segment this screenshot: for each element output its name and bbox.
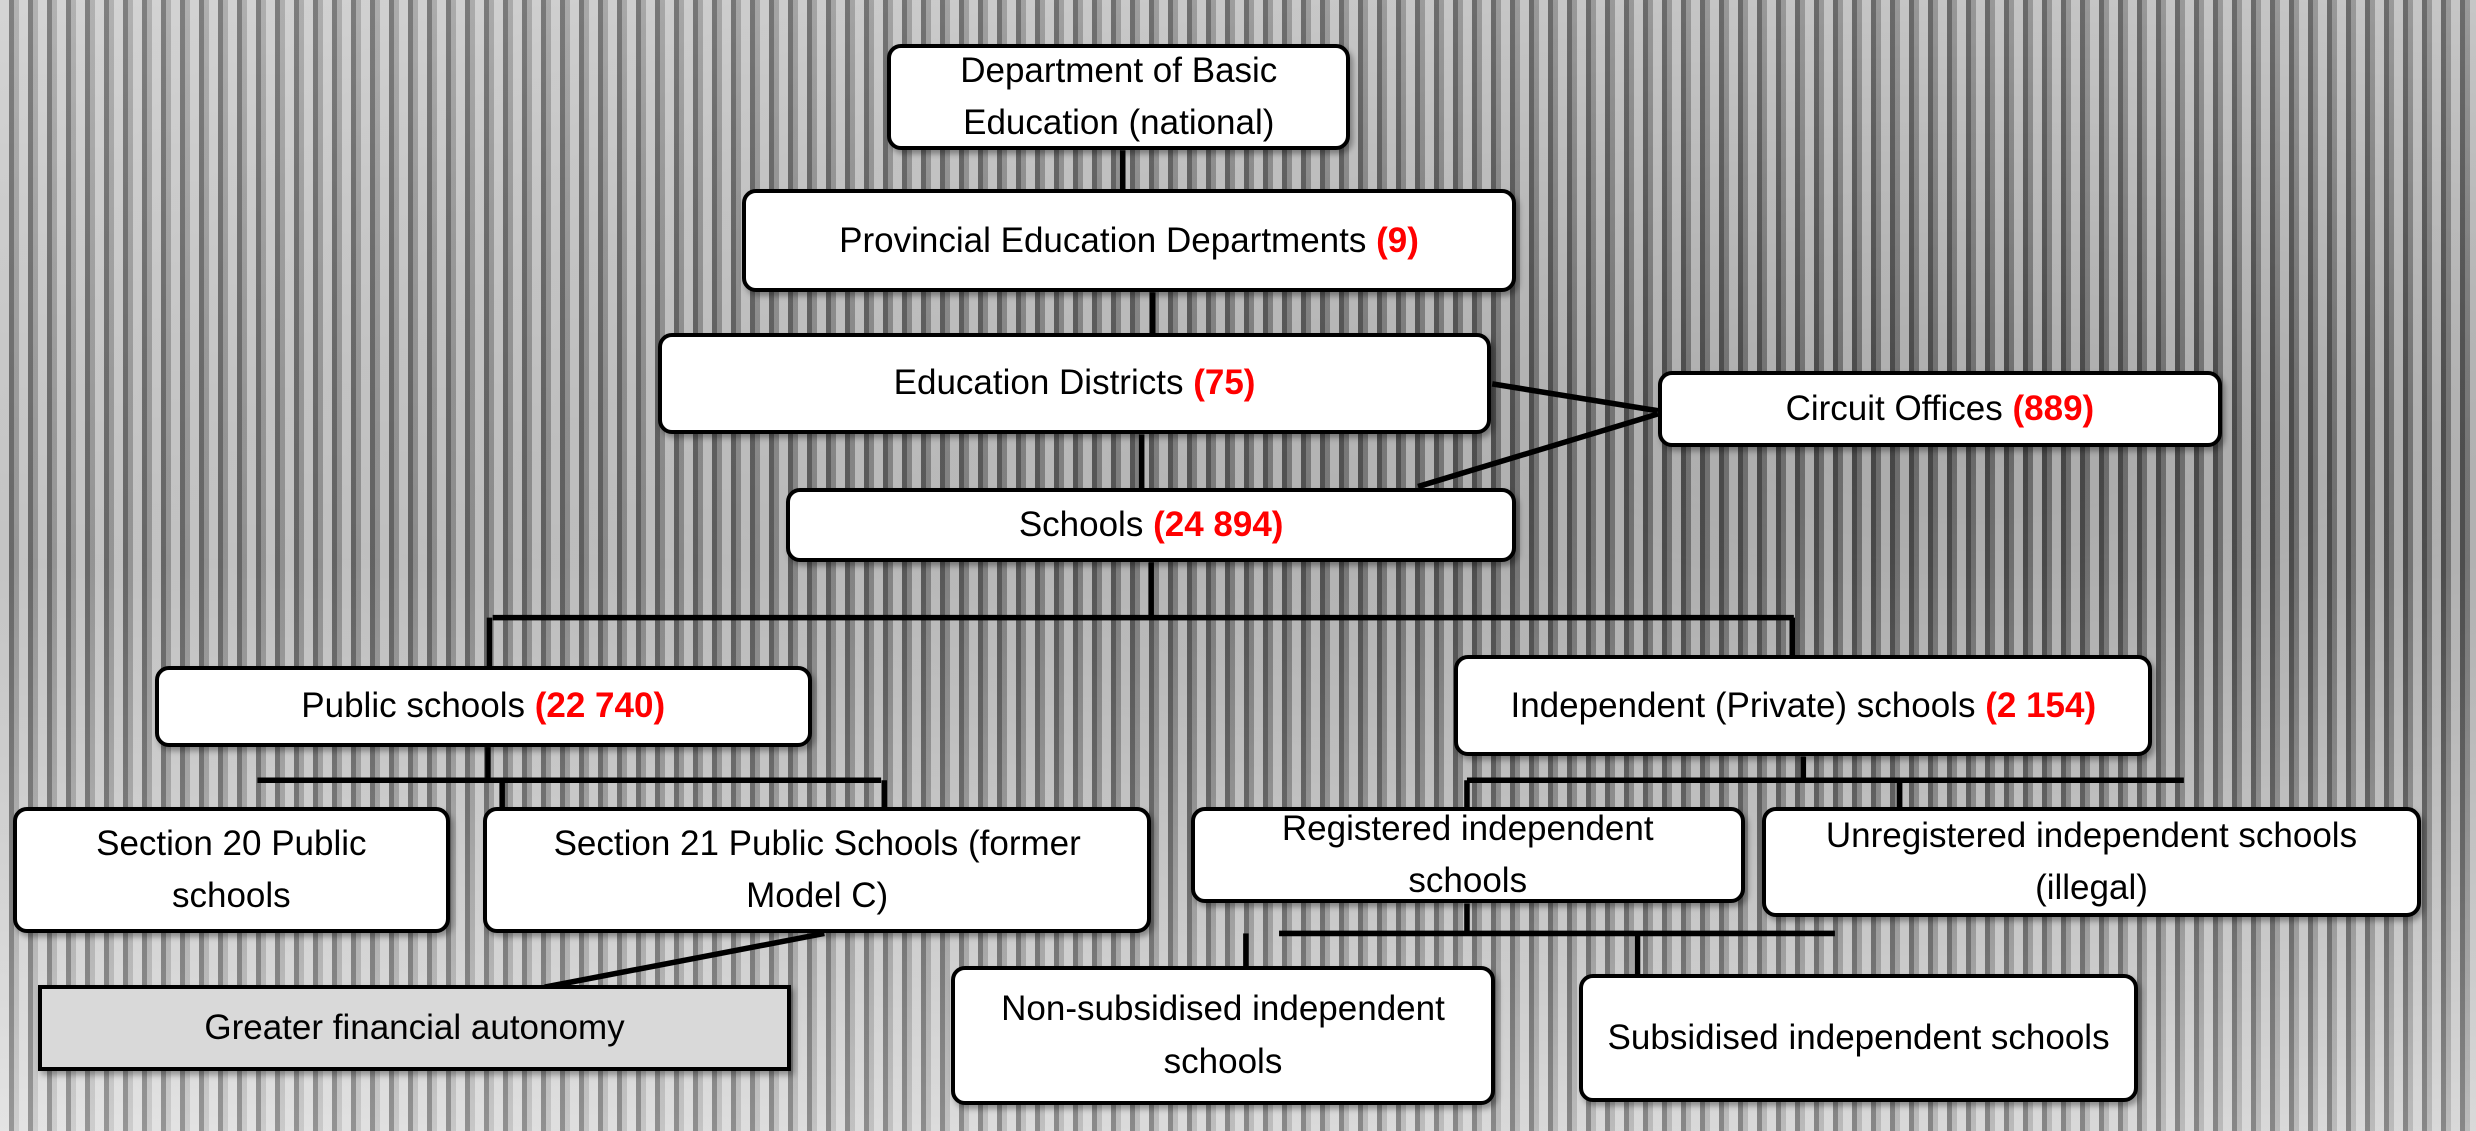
- node-label: Independent (Private) schools: [1510, 686, 1975, 725]
- node-text: Circuit Offices (889): [1786, 383, 2095, 436]
- node-box: Provincial Education Departments (9): [742, 189, 1516, 292]
- node-text: Subsidised independent schools: [1608, 1012, 2110, 1065]
- node-text: Department of Basic Education (national): [915, 45, 1322, 150]
- node-box: Non-subsidised independent schools: [951, 966, 1496, 1105]
- node-count: (24 894): [1153, 505, 1283, 544]
- node-count: (889): [2012, 389, 2094, 428]
- node-box: Department of Basic Education (national): [887, 44, 1350, 150]
- node-label: Provincial Education Departments: [839, 221, 1366, 260]
- node-text: Public schools (22 740): [301, 680, 665, 733]
- node-count: (2 154): [1985, 686, 2096, 725]
- node-count: (75): [1193, 363, 1255, 402]
- node-label: Subsidised independent schools: [1608, 1018, 2110, 1057]
- node-box: Schools (24 894): [786, 488, 1516, 562]
- node-label: Public schools: [301, 686, 525, 725]
- node-box: Public schools (22 740): [155, 666, 812, 747]
- node-count: (9): [1376, 221, 1419, 260]
- node-box: Subsidised independent schools: [1579, 974, 2138, 1102]
- node-text: Section 20 Public schools: [41, 818, 422, 923]
- node-box: Section 21 Public Schools (former Model …: [483, 807, 1151, 933]
- node-text: Non-subsidised independent schools: [979, 983, 1468, 1088]
- node-count: (22 740): [535, 686, 665, 725]
- node-label: Education Districts: [894, 363, 1184, 402]
- node-text: Greater financial autonomy: [204, 1002, 624, 1055]
- connectors: [0, 0, 2476, 1131]
- node-text: Registered independent schools: [1219, 803, 1717, 908]
- node-box: Circuit Offices (889): [1658, 371, 2222, 447]
- org-chart: Department of Basic Education (national)…: [0, 0, 2476, 1131]
- node-text: Section 21 Public Schools (former Model …: [511, 818, 1123, 923]
- node-box: Independent (Private) schools (2 154): [1454, 655, 2152, 756]
- node-label: Section 21 Public Schools (former Model …: [554, 824, 1081, 916]
- node-box: Section 20 Public schools: [13, 807, 450, 933]
- node-box: Greater financial autonomy: [38, 985, 791, 1070]
- node-label: Schools: [1019, 505, 1144, 544]
- node-text: Independent (Private) schools (2 154): [1510, 680, 2096, 733]
- node-box: Unregistered independent schools (illega…: [1762, 807, 2420, 918]
- node-text: Schools (24 894): [1019, 499, 1284, 552]
- node-label: Registered independent schools: [1282, 809, 1654, 901]
- node-box: Registered independent schools: [1191, 807, 1745, 903]
- node-label: Unregistered independent schools (illega…: [1826, 816, 2357, 908]
- node-label: Greater financial autonomy: [204, 1008, 624, 1047]
- node-text: Education Districts (75): [894, 357, 1256, 410]
- node-box: Education Districts (75): [658, 333, 1490, 434]
- node-label: Section 20 Public schools: [96, 824, 366, 916]
- node-label: Circuit Offices: [1786, 389, 2003, 428]
- node-label: Department of Basic Education (national): [960, 51, 1277, 143]
- node-text: Unregistered independent schools (illega…: [1790, 810, 2392, 915]
- node-text: Provincial Education Departments (9): [839, 215, 1419, 268]
- node-label: Non-subsidised independent schools: [1001, 989, 1445, 1081]
